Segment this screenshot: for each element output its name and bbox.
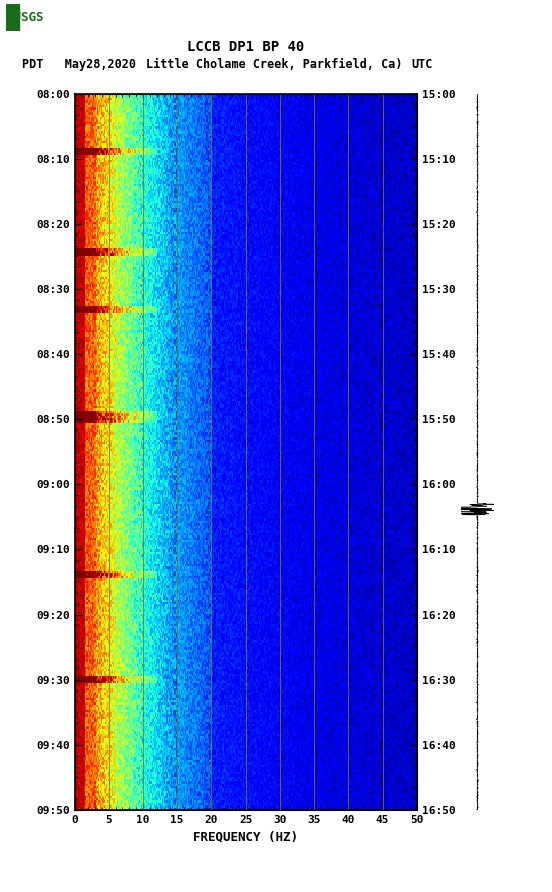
X-axis label: FREQUENCY (HZ): FREQUENCY (HZ)	[193, 830, 298, 843]
Text: USGS: USGS	[6, 12, 43, 24]
Text: UTC: UTC	[411, 58, 433, 71]
Text: LCCB DP1 BP 40: LCCB DP1 BP 40	[187, 40, 304, 54]
Text: Little Cholame Creek, Parkfield, Ca): Little Cholame Creek, Parkfield, Ca)	[146, 58, 403, 71]
Text: PDT   May28,2020: PDT May28,2020	[22, 58, 136, 71]
Bar	[6, 4, 19, 31]
